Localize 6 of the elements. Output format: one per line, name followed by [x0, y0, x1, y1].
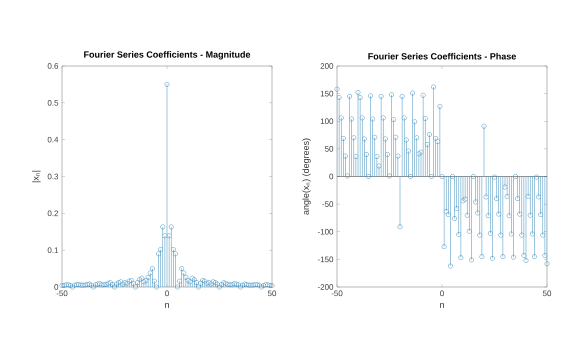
y-axis-title: |x$_{n}$|: [32, 170, 41, 182]
chart-title: Fourier Series Coefficients - Phase: [368, 52, 516, 60]
y-axis-title: angle(x$_{n}$) (degrees): [302, 138, 311, 215]
x-axis-title: n: [440, 303, 444, 308]
x-axis-title: n: [165, 303, 169, 308]
chart-title: Fourier Series Coefficients - Magnitude: [84, 51, 250, 60]
